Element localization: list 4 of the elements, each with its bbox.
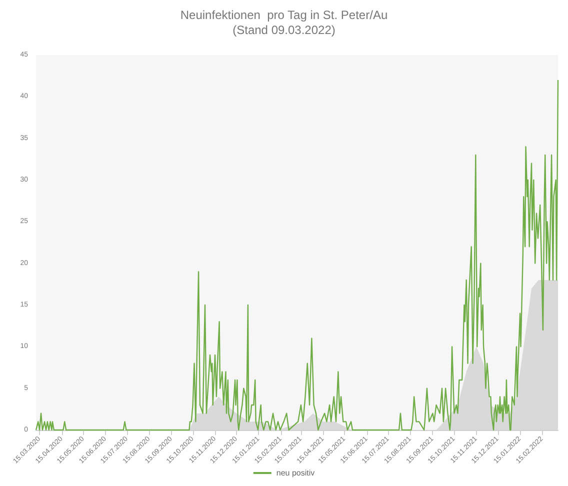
- line-series: [35, 79, 559, 431]
- chart-title: Neuinfektionen pro Tag in St. Peter/Au: [180, 8, 388, 22]
- chart-subtitle: (Stand 09.03.2022): [232, 23, 336, 37]
- legend-label: neu positiv: [276, 468, 315, 478]
